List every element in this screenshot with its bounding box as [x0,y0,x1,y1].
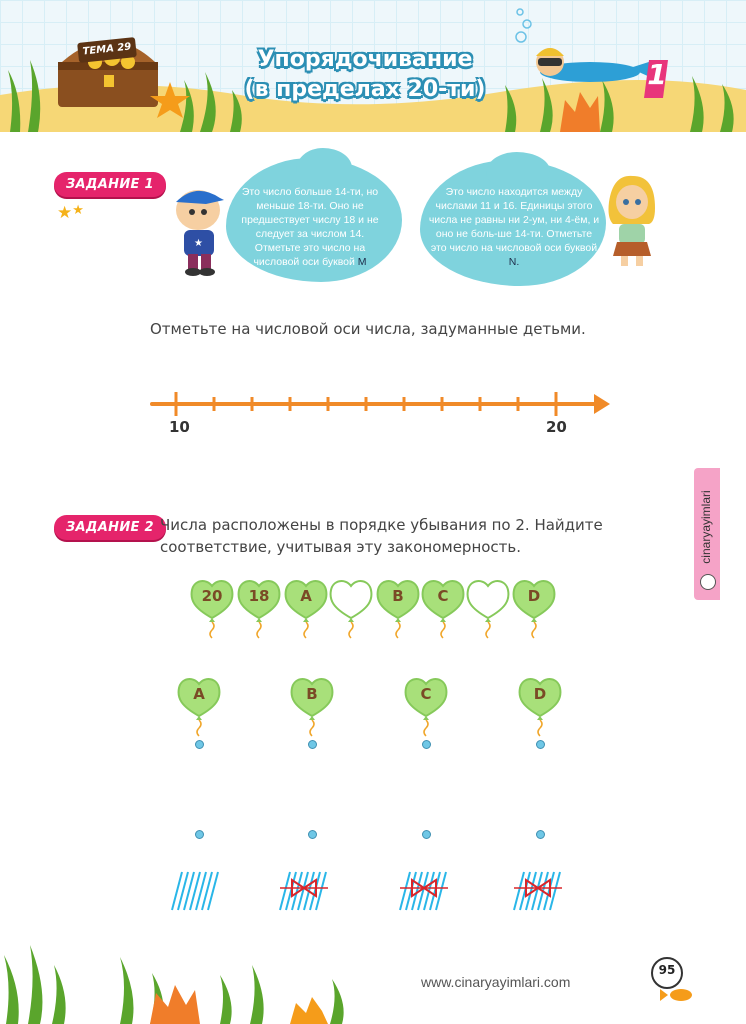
ribbon-hatch [315,871,327,911]
balloon-label: C [437,587,449,605]
unit-badge [644,60,668,98]
letter-n: N. [508,256,520,268]
ribbon-hatch [297,871,309,911]
boy-speech-bubble-puff [296,148,352,188]
footer-url[interactable]: www.cinaryayimlari.com [421,974,571,990]
task1-badge: ЗАДАНИЕ 1 [54,172,166,197]
ribbon-hatch [525,871,537,911]
balloon-label: B [306,685,318,703]
ribbon-hatch [291,871,303,911]
girl-speech-bubble-puff [486,152,550,190]
balloon-label: A [193,685,205,703]
balloon-label: D [533,685,547,703]
number-line-end-label: 20 [546,418,567,436]
page-title-line1: Упорядочивание [257,47,473,72]
girl-bubble-body: Это число находится между числами 11 и 1… [428,186,600,254]
match-dot[interactable] [308,740,317,749]
match-dot[interactable] [195,830,204,839]
social-icons [700,574,716,590]
ribbon-hatch [399,871,411,911]
ribbon-hatch [201,871,213,911]
match-dot[interactable] [308,830,317,839]
unit-number: 1 [647,58,667,91]
ribbon-hatch [531,871,543,911]
task2-instruction-line1: Числа расположены в порядке убывания по … [160,516,603,534]
page-number: 95 [658,963,676,977]
ribbon-hatch [549,871,561,911]
sequence-balloon [329,578,373,640]
match-dot[interactable] [536,830,545,839]
ribbon-hatch [411,871,423,911]
sequence-balloon: 20 [190,578,234,640]
ribbon-hatch [513,871,525,911]
header-decoration [0,8,746,132]
balloon-label: C [420,685,432,703]
side-tab-text: cinaryayimlari [699,490,713,564]
match-dot[interactable] [422,740,431,749]
balloon-label: A [300,587,312,605]
number-line-start-label: 10 [169,418,190,436]
task2-instruction-line2: соответствие, учитывая эту закономерност… [160,538,522,556]
girl-bubble-text: Это число находится между числами 11 и 1… [428,185,600,269]
ribbon-hatch [279,871,291,911]
ribbon-hatch [207,871,219,911]
page-title-line2: (в пределах 20-ти) [244,77,486,102]
fish-icon [660,989,692,1001]
boy-character: ★ [176,190,224,276]
sequence-balloon: D [512,578,556,640]
ribbon-hatch [435,871,447,911]
footer-decoration [4,945,692,1024]
diver-icon [536,48,655,82]
balloon-label: B [392,587,404,605]
sequence-balloon: 18 [237,578,281,640]
ribbon-area [171,871,562,911]
sequence-balloon [466,578,510,640]
ribbon-hatch [189,871,201,911]
ribbon-hatch [183,871,195,911]
balloon-label: 20 [201,587,223,605]
answer-balloon: B [290,676,334,738]
star-icon: ★ [72,202,84,217]
boy-bubble-body: Это число больше 14-ти, но меньше 18-ти.… [241,186,379,268]
task1-instruction: Отметьте на числовой оси числа, задуманн… [150,320,586,338]
svg-text:★: ★ [194,238,203,249]
sequence-balloon: B [376,578,420,640]
match-dot[interactable] [536,740,545,749]
match-dot[interactable] [195,740,204,749]
ribbon-hatch [195,871,207,911]
task2-badge: ЗАДАНИЕ 2 [54,515,166,540]
boy-bubble-text: Это число больше 14-ти, но меньше 18-ти.… [236,185,384,269]
ribbon-hatch [417,871,429,911]
number-line [150,392,610,416]
ribbon-hatch [177,871,189,911]
balloon-label: 18 [248,587,270,605]
difficulty-stars: ★★ [57,202,84,223]
match-dot[interactable] [422,830,431,839]
girl-character [608,175,655,266]
sequence-balloon: C [421,578,465,640]
answer-balloon: C [404,676,448,738]
page-number-badge [651,957,683,989]
letter-m: M [357,256,367,268]
answer-balloon: D [518,676,562,738]
balloon-label: D [527,587,541,605]
sequence-balloon: A [284,578,328,640]
ribbon-hatch [171,871,183,911]
star-icon: ★ [57,203,73,222]
answer-balloon: A [177,676,221,738]
